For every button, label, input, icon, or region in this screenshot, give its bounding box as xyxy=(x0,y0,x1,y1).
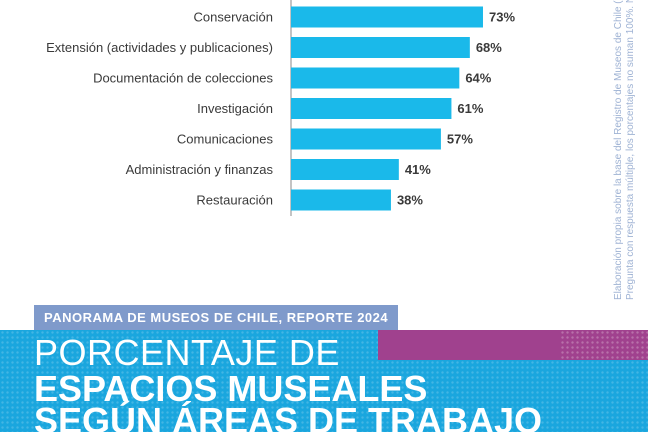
value-label: 41% xyxy=(405,162,431,177)
title-banner: PORCENTAJE DE ESPACIOS MUSEALES SEGÚN ÁR… xyxy=(0,330,648,432)
value-label: 68% xyxy=(476,40,502,55)
title-line-3: SEGÚN ÁREAS DE TRABAJO xyxy=(34,400,543,432)
value-label: 64% xyxy=(465,71,491,86)
bar xyxy=(291,37,470,58)
source-note-line-2: Pregunta con respuesta múltiple, los por… xyxy=(625,0,636,300)
title-line-1: PORCENTAJE DE xyxy=(34,332,340,373)
bar xyxy=(291,128,441,150)
value-label: 73% xyxy=(489,10,515,25)
category-label: Extensión (actividades y publicaciones) xyxy=(46,40,273,55)
value-label: 57% xyxy=(447,132,473,147)
source-note: Elaboración propia sobre la base del Reg… xyxy=(597,0,637,300)
bar-chart: Conservación 73% Extensión (actividades y … xyxy=(46,0,515,216)
category-label: Administración y finanzas xyxy=(126,162,274,177)
bar xyxy=(291,67,460,89)
value-label: 38% xyxy=(397,193,423,208)
source-note-line-1: Elaboración propia sobre la base del Reg… xyxy=(613,0,624,300)
category-label: Comunicaciones xyxy=(177,132,274,147)
value-label: 61% xyxy=(457,101,483,116)
category-label: Documentación de colecciones xyxy=(93,71,273,86)
bar xyxy=(291,98,452,119)
purple-dot-pattern xyxy=(560,330,648,360)
purple-accent-block xyxy=(378,330,648,360)
title-line-2: ESPACIOS MUSEALES xyxy=(34,368,428,409)
category-label: Restauración xyxy=(196,193,273,208)
category-label: Investigación xyxy=(197,101,273,116)
category-label: Conservación xyxy=(194,10,274,25)
bar xyxy=(291,159,399,180)
bar xyxy=(291,6,483,28)
bar xyxy=(291,189,391,211)
report-label: PANORAMA DE MUSEOS DE CHILE, REPORTE 202… xyxy=(34,305,399,330)
